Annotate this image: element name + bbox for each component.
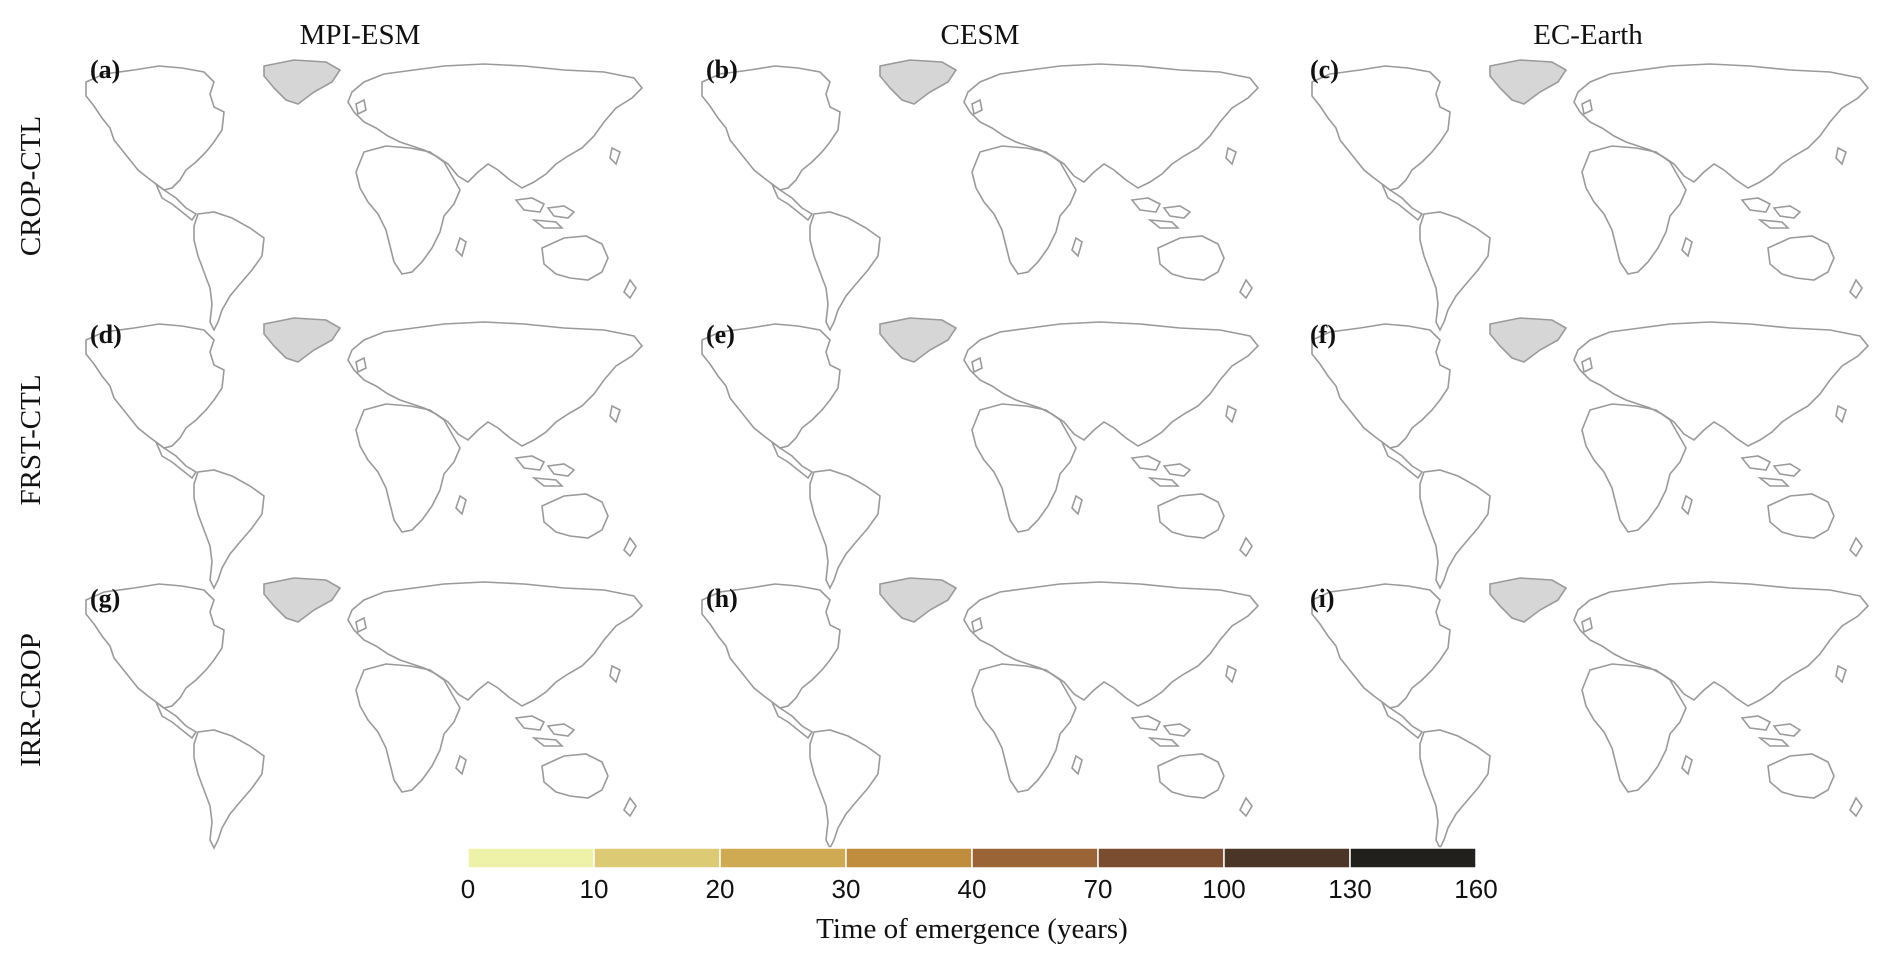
colorbar-tick-label: 130: [1328, 874, 1371, 904]
colorbar-bin: [719, 847, 847, 869]
map-panel-b: [701, 59, 1259, 331]
toe-field: [702, 578, 1258, 810]
column-title-mpi-esm: MPI-ESM: [300, 19, 421, 51]
colorbar-tick-label: 70: [1084, 874, 1113, 904]
toe-field: [702, 60, 1258, 292]
map-panel-d: [85, 317, 643, 589]
colorbar-bin: [971, 847, 1099, 869]
column-title-cesm: CESM: [941, 19, 1020, 51]
colorbar-tick-label: 40: [958, 874, 987, 904]
greenland-ice: [1490, 578, 1566, 622]
colorbar-tick-label: 10: [580, 874, 609, 904]
toe-field: [1312, 318, 1868, 550]
panel-label-e: (e): [706, 320, 735, 349]
colorbar-bin: [845, 847, 973, 869]
panel-label-a: (a): [90, 55, 120, 84]
coastline: [701, 59, 1259, 331]
map-panel-f: [1311, 317, 1869, 589]
greenland-ice: [264, 60, 340, 104]
colorbar-title: Time of emergence (years): [816, 913, 1128, 945]
coastline: [701, 317, 1259, 589]
colorbar-tick-label: 30: [832, 874, 861, 904]
panel-label-b: (b): [706, 55, 738, 84]
coastline: [85, 317, 643, 589]
panel-label-g: (g): [90, 584, 120, 613]
toe-field: [1312, 60, 1868, 292]
greenland-ice: [880, 318, 956, 362]
greenland-ice: [880, 60, 956, 104]
column-title-ec-earth: EC-Earth: [1533, 19, 1643, 51]
greenland-ice: [264, 318, 340, 362]
panel-label-d: (d): [90, 320, 122, 349]
toe-field: [86, 318, 642, 550]
map-panel-a: [85, 59, 643, 331]
coastline: [85, 577, 643, 849]
panel-label-c: (c): [1310, 55, 1339, 84]
colorbar-bin: [1097, 847, 1225, 869]
greenland-ice: [1490, 60, 1566, 104]
toe-field: [702, 318, 1258, 550]
greenland-ice: [880, 578, 956, 622]
panel-label-f: (f): [1310, 320, 1336, 349]
map-panel-c: [1311, 59, 1869, 331]
coastline: [701, 577, 1259, 849]
panel-label-h: (h): [706, 584, 738, 613]
colorbar-tick-label: 100: [1202, 874, 1245, 904]
colorbar-bin: [1223, 847, 1351, 869]
row-label-crop-ctl: CROP-CTL: [15, 116, 47, 256]
coastline: [1311, 577, 1869, 849]
colorbar-tick-label: 20: [706, 874, 735, 904]
map-panel-i: [1311, 577, 1869, 849]
row-label-frst-ctl: FRST-CTL: [15, 374, 47, 505]
toe-field: [1312, 578, 1868, 810]
coastline: [1311, 317, 1869, 589]
greenland-ice: [264, 578, 340, 622]
panel-label-i: (i): [1310, 584, 1335, 613]
greenland-ice: [1490, 318, 1566, 362]
map-panel-e: [701, 317, 1259, 589]
map-panel-g: [85, 577, 643, 849]
colorbar: 0 10 20 30 40 70 100 130 160: [461, 847, 1498, 904]
colorbar-tick-label: 0: [461, 874, 475, 904]
toe-field: [86, 578, 642, 810]
toe-field: [86, 60, 642, 292]
colorbar-bin: [593, 847, 721, 869]
colorbar-tick-label: 160: [1454, 874, 1497, 904]
coastline: [85, 59, 643, 331]
colorbar-bin: [467, 847, 595, 869]
coastline: [1311, 59, 1869, 331]
map-panel-h: [701, 577, 1259, 849]
colorbar-bin: [1349, 847, 1477, 869]
row-label-irr-crop: IRR-CROP: [15, 633, 47, 767]
